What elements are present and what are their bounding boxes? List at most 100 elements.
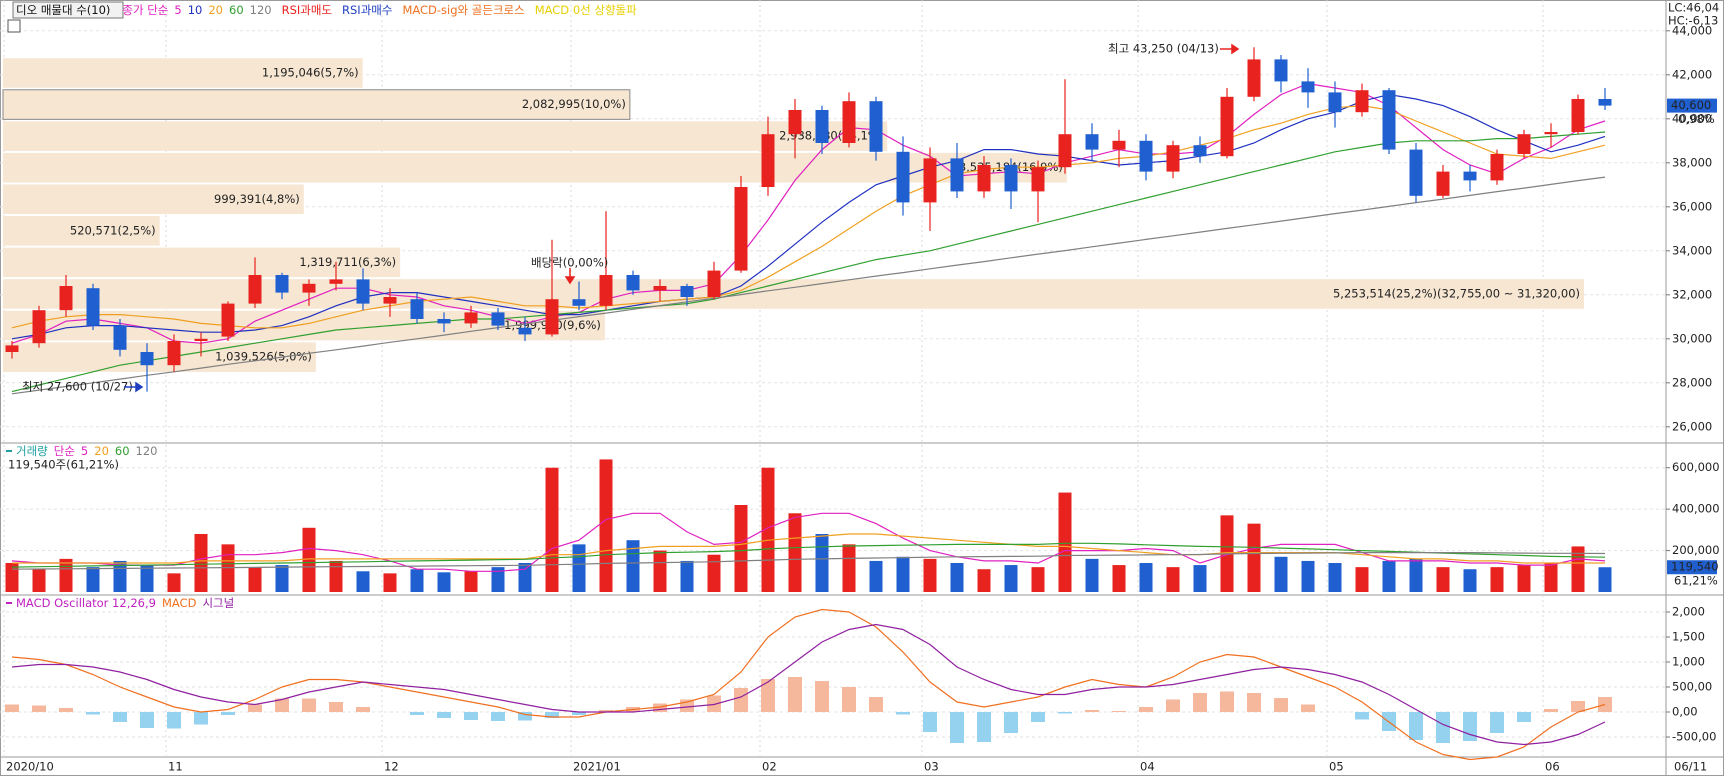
candle-body [410, 299, 424, 319]
oscillator-bar [140, 712, 154, 728]
candle-body [815, 110, 829, 143]
volume-bar [545, 467, 559, 592]
candle-body [275, 275, 289, 293]
volume-bar [5, 563, 19, 592]
oscillator-bar [977, 712, 991, 742]
volume-bar [1544, 563, 1558, 592]
annotation: 배당락(0,00%) [531, 256, 608, 270]
oscillator-bar [1112, 711, 1126, 712]
oscillator-bar [545, 712, 559, 718]
oscillator-bar [653, 703, 667, 712]
volume-bar [1355, 567, 1369, 592]
legend-entry: MACD-sig와 골든크로스 [402, 3, 524, 17]
candle-body [1247, 59, 1261, 97]
oscillator-bar [194, 712, 208, 725]
candle-body [383, 297, 397, 304]
volume-bar [950, 563, 964, 592]
candle-body [977, 165, 991, 192]
oscillator-bar [896, 712, 910, 715]
oscillator-bar [1166, 699, 1180, 712]
title-box [12, 1, 124, 19]
oscillator-bar [1004, 712, 1018, 733]
candle-body [302, 283, 316, 293]
ma-line [11, 608, 1606, 761]
candle-body [1598, 99, 1612, 106]
volume-bar [653, 550, 667, 592]
last-change-label: -0,98% [1674, 112, 1715, 126]
x-tick-label: 03 [924, 760, 939, 774]
y-tick-label: 38,000 [1672, 155, 1712, 169]
oscillator-bar [437, 712, 451, 718]
oscillator-bar [707, 695, 721, 712]
candle-body [1085, 134, 1099, 150]
volume-bar [1463, 569, 1477, 592]
candle-body [167, 341, 181, 366]
candle-body [248, 275, 262, 304]
legend-entry: MACD 0선 상향돌파 [535, 3, 637, 17]
y-tick-label: 2,000 [1672, 605, 1705, 619]
x-tick-label: 02 [762, 760, 777, 774]
candle-body [518, 327, 532, 335]
volume-bar [518, 563, 532, 592]
candle-body [32, 310, 46, 344]
volume-bar [869, 560, 883, 592]
y-tick-label: -500,00 [1672, 730, 1716, 744]
candle-body [950, 158, 964, 192]
candle-body [1436, 171, 1450, 196]
last-value-label: 119,540 [1671, 560, 1719, 574]
oscillator-bar [410, 712, 424, 715]
candle-body [1220, 96, 1234, 157]
volume-bar [302, 527, 316, 592]
x-tick-label: 12 [384, 760, 399, 774]
volume-profile-label: 1,319,711(6,3%) [299, 255, 396, 269]
candle-body [1274, 59, 1288, 82]
candle-body [923, 158, 937, 203]
y-tick-label: 32,000 [1672, 287, 1712, 301]
volume-profile-band [3, 184, 304, 215]
oscillator-bar [869, 697, 883, 712]
y-tick-label: 1,500 [1672, 630, 1705, 644]
candle-body [707, 270, 721, 297]
volume-bar [329, 560, 343, 592]
oscillator-bar [761, 679, 775, 712]
oscillator-bar [1085, 710, 1099, 712]
annotation-arrow [564, 268, 576, 285]
candle-body [1058, 134, 1072, 168]
volume-bar [1490, 567, 1504, 592]
volume-profile-label: 520,571(2,5%) [70, 223, 156, 237]
legend-entry: 단순 [54, 444, 75, 458]
y-tick-label: 40,000 [1672, 111, 1712, 125]
candle-body [221, 303, 235, 337]
y-tick-label: 34,000 [1672, 243, 1712, 257]
volume-bar [356, 571, 370, 592]
oscillator-bar [842, 687, 856, 712]
volume-bar [1571, 546, 1585, 592]
oscillator-bar [923, 712, 937, 732]
menu-icon [7, 19, 21, 33]
candle-body [1301, 81, 1315, 93]
candle-body [1490, 154, 1504, 181]
candle-body [869, 101, 883, 152]
y-tick-label: 42,000 [1672, 67, 1712, 81]
candle-body [1031, 167, 1045, 192]
volume-bar [815, 534, 829, 592]
volume-bar [1058, 492, 1072, 592]
oscillator-bar [464, 712, 478, 720]
oscillator-bar [356, 707, 370, 712]
indicator: LC:46,04 [1668, 1, 1719, 15]
legend-entry: 60 [229, 3, 244, 17]
volume-profile-label: 2,082,995(10,0%) [522, 97, 626, 111]
last-value-label: 40,600 [1671, 98, 1711, 112]
volume-bar [1274, 556, 1288, 592]
ma-line [11, 552, 1606, 570]
volume-profile-band [2, 89, 631, 120]
volume-bar [1031, 567, 1045, 592]
volume-bar [1139, 563, 1153, 592]
legend-entry: MACD [162, 596, 197, 610]
candle-body [329, 279, 343, 284]
legend-entry: 20 [94, 444, 109, 458]
volume-bar [86, 567, 100, 592]
volume-bar [1517, 565, 1531, 592]
volume-bar [1193, 565, 1207, 592]
